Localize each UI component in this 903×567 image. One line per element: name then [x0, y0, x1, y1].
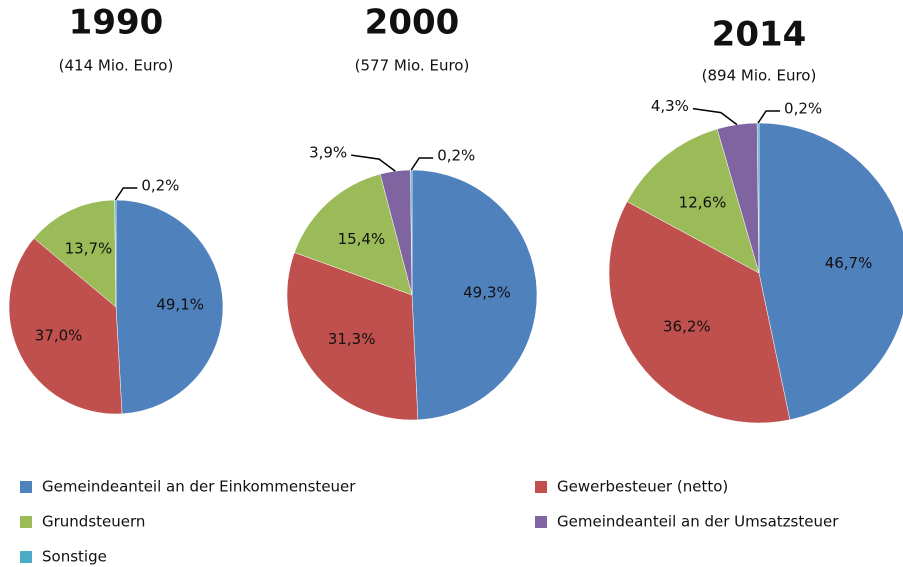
data-label: 4,3% [651, 97, 689, 115]
pie-slice [626, 128, 760, 274]
leader-line [114, 187, 138, 201]
pie-slice [8, 237, 123, 415]
pie-slice [608, 201, 791, 424]
chart-subtitle: (577 Mio. Euro) [355, 57, 470, 75]
leader-line [410, 157, 434, 171]
legend-swatch [20, 516, 32, 528]
legend-label: Sonstige [42, 548, 107, 566]
leader-line [692, 107, 738, 126]
legend-label: Gewerbesteuer (netto) [557, 478, 728, 496]
data-label: 3,9% [309, 144, 347, 162]
chart-subtitle: (894 Mio. Euro) [702, 67, 817, 85]
pie-slice [758, 122, 903, 421]
pie-slice [33, 199, 117, 308]
pie-slice [756, 122, 760, 274]
data-label: 31,3% [328, 330, 376, 348]
pie-slice [286, 252, 419, 421]
data-label: 49,1% [156, 296, 204, 314]
legend-swatch [535, 481, 547, 493]
legend-label: Gemeindeanteil an der Umsatzsteuer [557, 513, 839, 531]
data-label: 0,2% [784, 100, 822, 118]
data-label: 49,3% [463, 284, 511, 302]
data-label: 37,0% [35, 326, 83, 344]
pie-slice [294, 173, 413, 296]
data-label: 15,4% [338, 230, 386, 248]
legend-label: Grundsteuern [42, 513, 145, 531]
pie-slice [411, 169, 538, 421]
legend-swatch [20, 551, 32, 563]
data-label: 12,6% [679, 193, 727, 211]
chart-title: 1990 [69, 3, 164, 43]
pie-slice [115, 199, 224, 415]
data-label: 36,2% [663, 317, 711, 335]
chart-title: 2000 [365, 3, 460, 43]
leader-line [757, 110, 781, 124]
leader-line [351, 154, 396, 172]
chart-subtitle: (414 Mio. Euro) [59, 57, 174, 75]
chart-title: 2014 [712, 15, 807, 55]
data-label: 0,2% [437, 147, 475, 165]
data-label: 46,7% [825, 254, 873, 272]
legend-swatch [535, 516, 547, 528]
legend-swatch [20, 481, 32, 493]
data-label: 13,7% [65, 239, 113, 257]
data-label: 0,2% [141, 177, 179, 195]
legend-label: Gemeindeanteil an der Einkommensteuer [42, 478, 356, 496]
